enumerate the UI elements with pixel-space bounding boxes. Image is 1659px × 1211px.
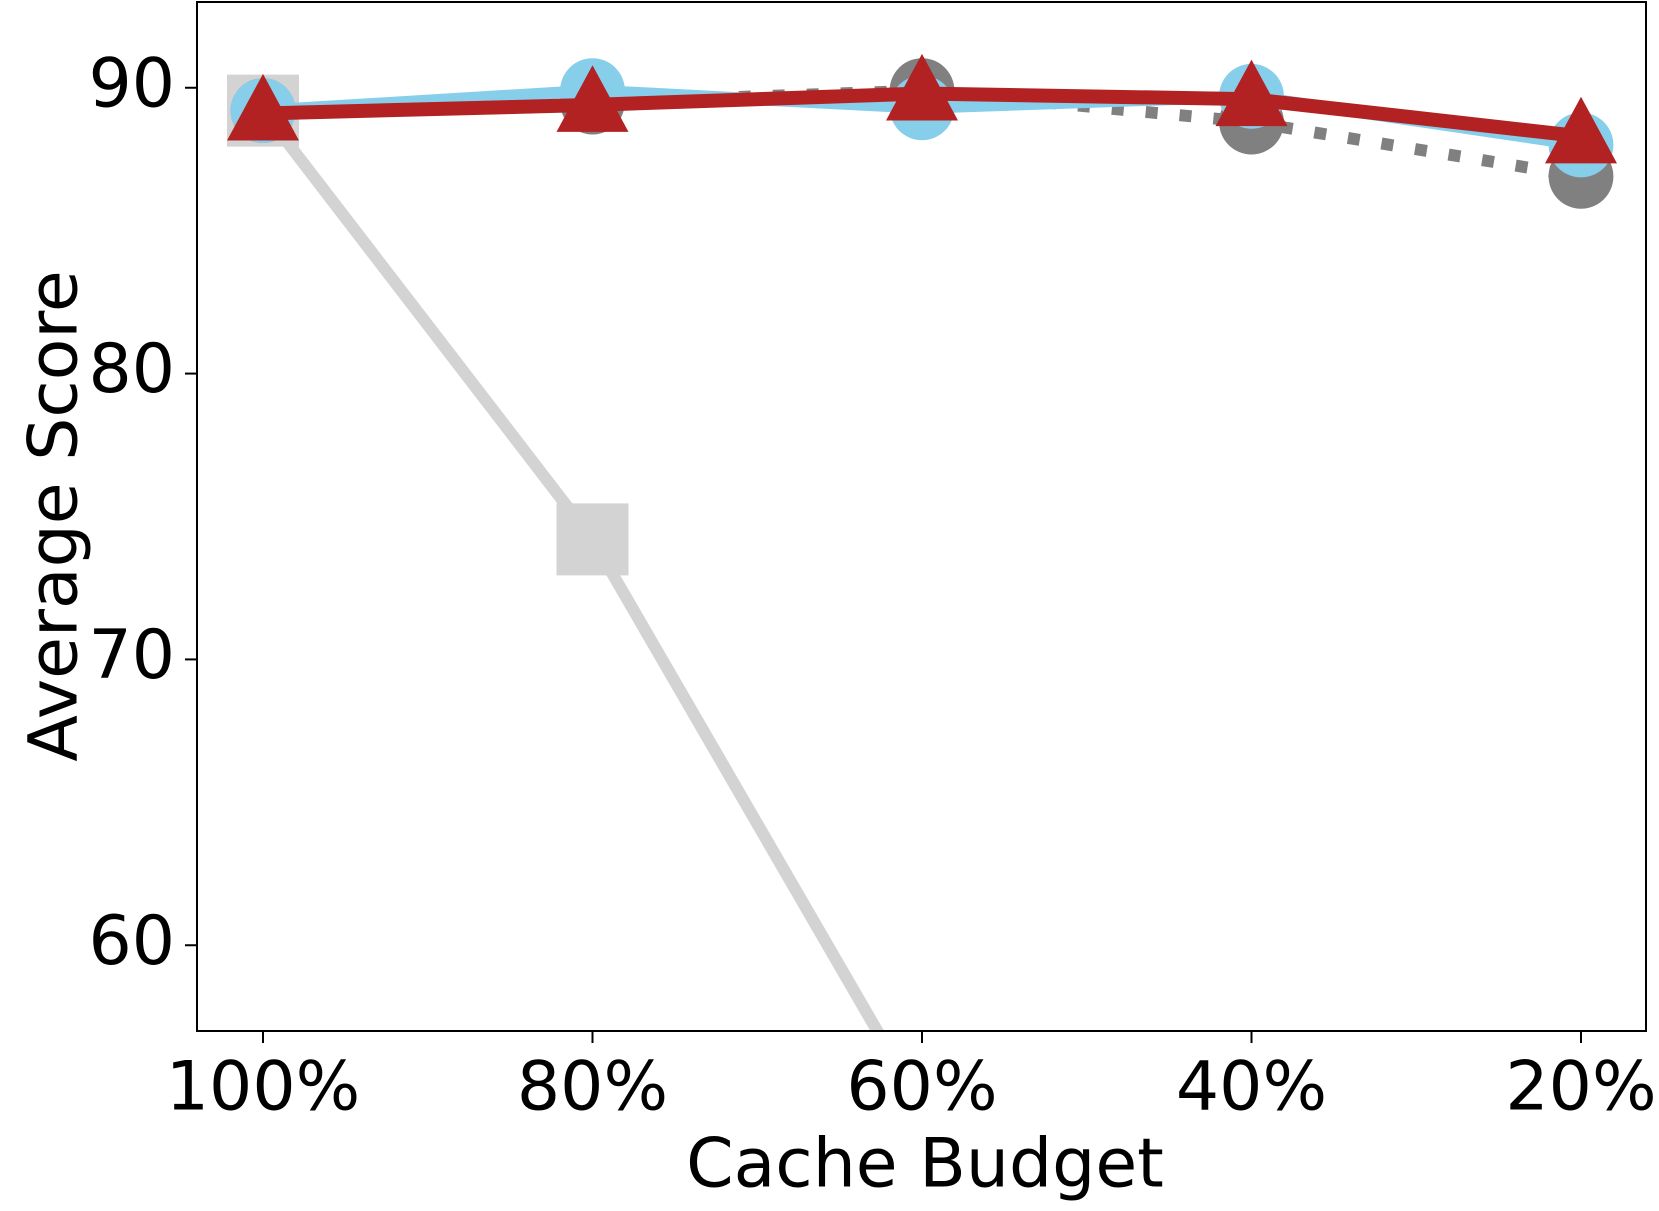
marker: [227, 73, 299, 141]
x-tick-label: 20%: [1505, 1048, 1656, 1127]
y-tick-label: 80: [88, 330, 175, 409]
y-tick-label: 70: [88, 616, 175, 695]
y-tick-label: 90: [88, 44, 175, 123]
marker: [556, 503, 629, 576]
marker: [1215, 59, 1288, 127]
plot-area: [227, 53, 1617, 1031]
series-line: [258, 106, 885, 1031]
y-tick-label: 60: [88, 902, 175, 981]
marker: [886, 53, 958, 121]
x-tick-label: 80%: [517, 1048, 668, 1127]
marker: [1545, 96, 1617, 164]
x-tick-label: 60%: [846, 1048, 997, 1127]
x-tick-label: 40%: [1176, 1048, 1327, 1127]
plot-frame: [196, 1, 1647, 1032]
x-tick-label: 100%: [166, 1048, 360, 1127]
x-axis-label: Cache Budget: [686, 1125, 1164, 1204]
y-axis-label: Average Score: [15, 270, 94, 761]
marker: [556, 65, 629, 132]
